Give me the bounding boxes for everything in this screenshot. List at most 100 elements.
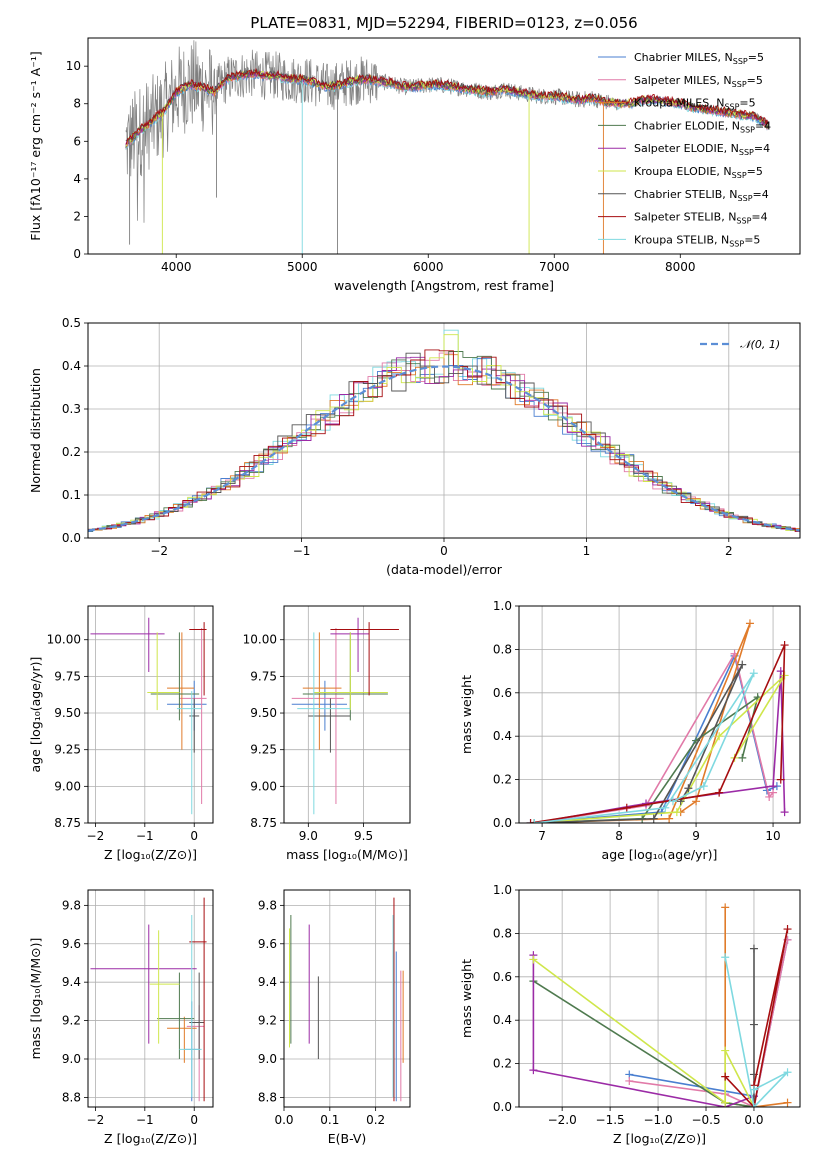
weight-point	[738, 753, 747, 762]
x-axis-label: (data-model)/error	[386, 562, 503, 577]
residual-histogram	[88, 349, 800, 532]
weight-point	[529, 955, 538, 964]
legend-entry: Chabrier ELODIE, NSSP=4	[634, 119, 771, 134]
weight-series-line	[629, 939, 789, 1107]
y-tick-label: 9.50	[250, 706, 277, 720]
weight-point	[749, 669, 758, 678]
weight-point	[783, 1098, 792, 1107]
residual-histogram	[88, 352, 800, 531]
legend-entry: Salpeter ELODIE, NSSP=4	[634, 142, 770, 157]
weight-point	[684, 784, 693, 793]
weight-series-line	[724, 957, 789, 1107]
weight-point	[721, 1046, 730, 1055]
x-axis-label: Z [log₁₀(Z/Z⊙)]	[104, 847, 197, 862]
weight-point	[661, 803, 670, 812]
panel-weight-vs-age: 7 8 9 10 0.0 0.2 0.4 0.6 0.8 1.0 age [log₁₀(age/yr…	[459, 599, 801, 862]
y-tick-label: 1.0	[493, 883, 512, 897]
y-tick-label: 9.75	[250, 669, 277, 683]
y-tick-label: 9.2	[62, 1014, 81, 1028]
weight-point	[721, 953, 730, 962]
legend-entry: Kroupa ELODIE, NSSP=5	[634, 165, 763, 180]
plot-area	[291, 617, 399, 815]
weight-point	[692, 797, 701, 806]
weight-series-line	[532, 958, 755, 1107]
y-tick-label: 0.3	[62, 402, 81, 416]
weight-point	[783, 925, 792, 934]
y-tick-label: 0.2	[62, 445, 81, 459]
y-tick-label: 0.0	[493, 816, 512, 830]
plot-area	[125, 40, 769, 254]
x-tick-label: 0	[190, 1113, 198, 1127]
y-tick-label: 9.00	[54, 779, 81, 793]
y-tick-label: 10.00	[47, 633, 81, 647]
x-tick-label: −1	[136, 829, 154, 843]
y-tick-label: 8.75	[54, 816, 81, 830]
y-tick-label: 9.8	[62, 898, 81, 912]
y-tick-label: 9.25	[54, 743, 81, 757]
y-tick-label: 0.2	[493, 1057, 512, 1071]
y-tick-label: 4	[73, 172, 81, 186]
weight-point	[745, 619, 754, 628]
panel-weight-vs-Z: −2.0 −1.5 −1.0 −0.5 0.0 0.0 0.2 0.4 0.6 0.8 1.0 Z […	[459, 883, 801, 1146]
y-tick-label: 0.6	[493, 970, 512, 984]
y-tick-label: 0.4	[493, 729, 512, 743]
y-tick-label: 0.6	[493, 686, 512, 700]
y-tick-label: 9.00	[250, 779, 277, 793]
y-tick-label: 0.8	[493, 926, 512, 940]
x-tick-label: 0.0	[274, 1113, 293, 1127]
y-tick-label: 0.1	[62, 488, 81, 502]
x-tick-label: 1	[583, 544, 591, 558]
normal-curve	[88, 365, 800, 532]
y-tick-label: 9.8	[258, 898, 277, 912]
x-axis-label: Z [log₁₀(Z/Z⊙)]	[104, 1131, 197, 1146]
axes-frame	[87, 605, 214, 824]
weight-point	[776, 775, 785, 784]
panel-mass-vs-Z: −2 −1 0 8.8 9.0 9.2 9.4 9.6 9.8 Z [log₁₀(Z/Z⊙)] ma…	[28, 889, 214, 1146]
y-tick-label: 1.0	[493, 599, 512, 613]
x-tick-label: 10	[765, 829, 780, 843]
panel-mass-vs-ebv: 0.0 0.1 0.2 8.8 9.0 9.2 9.4 9.6 9.8 E(B-V)	[258, 889, 411, 1146]
y-axis-label: age [log₁₀(age/yr)]	[28, 657, 43, 773]
weight-series-line	[530, 653, 778, 823]
x-tick-label: 7000	[539, 260, 570, 274]
weight-point	[668, 797, 677, 806]
y-tick-label: 0.5	[62, 316, 81, 330]
y-tick-label: 8.8	[62, 1090, 81, 1104]
y-axis-label: mass weight	[459, 959, 474, 1038]
x-tick-label: −2	[87, 829, 105, 843]
axes-frame	[87, 322, 801, 539]
x-tick-label: 9.0	[299, 829, 318, 843]
x-tick-label: −2	[150, 544, 168, 558]
y-tick-label: 9.6	[258, 937, 277, 951]
y-tick-label: 0.0	[62, 531, 81, 545]
y-tick-label: 8	[73, 97, 81, 111]
x-tick-label: −1.0	[643, 1113, 672, 1127]
weight-series-line	[532, 955, 755, 1107]
x-tick-label: −2.0	[548, 1113, 577, 1127]
y-tick-label: 0.4	[62, 359, 81, 373]
x-axis-label: mass [log₁₀(M/M⊙)]	[286, 847, 408, 862]
y-tick-label: 8.75	[250, 816, 277, 830]
y-tick-label: 0.0	[493, 1100, 512, 1114]
weight-point	[530, 819, 539, 823]
weight-point	[765, 792, 774, 801]
weight-point	[715, 788, 724, 797]
weight-point	[529, 1066, 538, 1075]
weight-point	[699, 782, 708, 791]
x-tick-label: 0	[190, 829, 198, 843]
y-tick-label: 9.0	[258, 1052, 277, 1066]
x-tick-label: −2	[87, 1113, 105, 1127]
axes-frame	[518, 605, 801, 824]
x-tick-label: 9	[692, 829, 700, 843]
weight-point	[657, 808, 666, 817]
weight-point	[721, 1072, 730, 1081]
x-axis-label: age [log₁₀(age/yr)]	[602, 847, 718, 862]
y-tick-label: 9.25	[250, 743, 277, 757]
weight-series-line	[724, 928, 789, 1107]
plot-area	[88, 329, 800, 533]
y-axis-label: mass [log₁₀(M/M⊙)]	[28, 938, 43, 1060]
weight-point	[622, 803, 631, 812]
y-tick-label: 0.4	[493, 1013, 512, 1027]
y-axis-label: mass weight	[459, 675, 474, 754]
